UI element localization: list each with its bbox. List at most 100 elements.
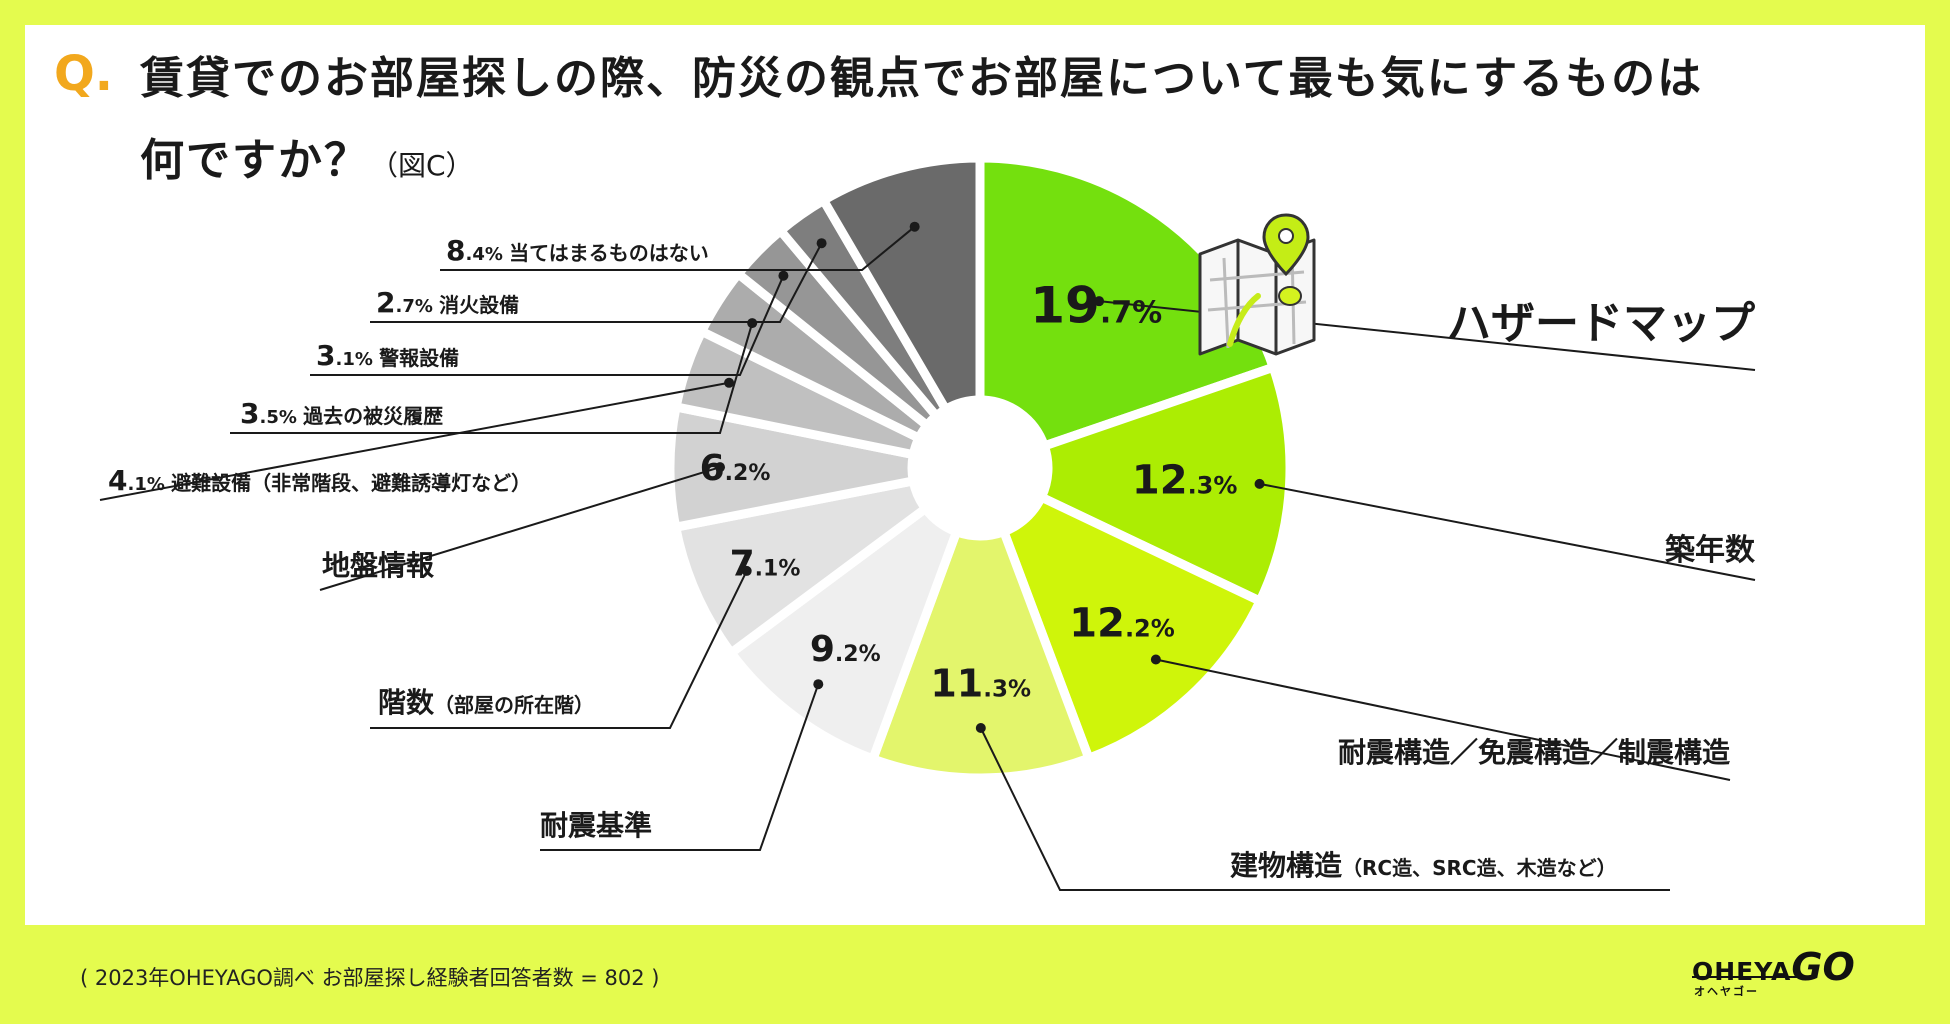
leader-dot bbox=[975, 722, 986, 733]
leader-dot bbox=[741, 565, 752, 576]
category-name: 避難設備 bbox=[171, 471, 251, 495]
leader-dot bbox=[724, 377, 735, 388]
category-label: 築年数 bbox=[1665, 533, 1756, 568]
leader-line bbox=[230, 322, 754, 434]
leader-dot bbox=[747, 318, 758, 329]
value-dec: .2% bbox=[725, 461, 771, 486]
logo-main-text: OHEYA bbox=[1692, 957, 1792, 986]
category-label: 2.7% 消火設備 bbox=[376, 286, 519, 319]
category-label: 3.5% 過去の被災履歴 bbox=[240, 397, 443, 430]
question-mark: Q. bbox=[54, 46, 114, 102]
inner-value-labels: 19.7%12.3%12.2%11.3%9.2%7.1%6.2% bbox=[700, 277, 1238, 706]
category-note: （RC造、SRC造、木造など） bbox=[1342, 856, 1617, 880]
oheyago-logo: OHEYAGO オヘヤゴー bbox=[1692, 945, 1862, 1005]
footer-note: ( 2023年OHEYAGO調べ お部屋探し経験者回答者数 = 802 ) bbox=[80, 966, 660, 990]
value-int: 4 bbox=[108, 464, 127, 497]
category-label: 建物構造（RC造、SRC造、木造など） bbox=[1230, 849, 1617, 882]
slice-value-label: 12.2% bbox=[1069, 601, 1175, 647]
category-note: （非常階段、避難誘導灯など） bbox=[251, 471, 531, 495]
value-int: 11 bbox=[930, 661, 983, 705]
slice-value-label: 19.7% bbox=[1030, 277, 1162, 335]
value-int: 9 bbox=[810, 629, 835, 670]
value-dec: .7% bbox=[395, 296, 439, 317]
logo-go-text: GO bbox=[1791, 945, 1855, 989]
leader-dot bbox=[813, 679, 824, 690]
category-label: 地盤情報 bbox=[322, 549, 435, 582]
value-int: 7 bbox=[730, 543, 755, 584]
leader-dot bbox=[715, 462, 726, 473]
category-label: 3.1% 警報設備 bbox=[316, 339, 459, 372]
logo-subtext: オヘヤゴー bbox=[1694, 985, 1759, 998]
leader-line bbox=[979, 727, 1670, 891]
slice-value-label: 12.3% bbox=[1132, 458, 1238, 504]
value-int: 6 bbox=[700, 448, 725, 489]
leader-line bbox=[319, 466, 721, 591]
question-line-2: 何ですか？（図C） bbox=[140, 120, 1860, 207]
value-int: 2 bbox=[376, 286, 395, 319]
category-label: 8.4% 当てはまるものはない bbox=[446, 234, 709, 267]
category-name: ハザードマップ bbox=[1447, 298, 1755, 349]
value-dec: .3% bbox=[983, 676, 1031, 702]
category-name: 消火設備 bbox=[439, 293, 519, 317]
value-dec: .2% bbox=[835, 642, 881, 667]
pie-slice bbox=[670, 475, 932, 660]
leader-line bbox=[1155, 658, 1731, 781]
value-int: 19 bbox=[1030, 277, 1100, 335]
value-dec: .1% bbox=[335, 349, 379, 370]
category-name: 地盤情報 bbox=[322, 549, 435, 582]
leader-line bbox=[540, 683, 820, 851]
question-line-1: 賃貸でのお部屋探しの際、防災の観点でお部屋について最も気にするものは bbox=[140, 53, 1704, 104]
category-note: （部屋の所在階） bbox=[434, 693, 594, 717]
pie-slice bbox=[665, 401, 919, 533]
value-int: 12 bbox=[1132, 458, 1188, 504]
leader-line bbox=[440, 225, 916, 271]
leader-line bbox=[1259, 482, 1756, 581]
value-int: 3 bbox=[316, 339, 335, 372]
category-label: 耐震構造／免震構造／制震構造 bbox=[1338, 736, 1730, 769]
leader-dot bbox=[1094, 296, 1105, 307]
category-name: 過去の被災履歴 bbox=[303, 404, 443, 428]
outer-labels: ハザードマップ築年数耐震構造／免震構造／制震構造建物構造（RC造、SRC造、木造… bbox=[108, 234, 1756, 882]
leader-lines bbox=[99, 221, 1756, 891]
pie-slice bbox=[1035, 361, 1295, 608]
category-name: 警報設備 bbox=[379, 346, 459, 370]
pie-slice bbox=[867, 525, 1095, 783]
leader-line bbox=[310, 275, 785, 376]
category-name: 建物構造 bbox=[1230, 849, 1342, 882]
question-title: 賃貸でのお部屋探しの際、防災の観点でお部屋について最も気にするものは 何ですか？… bbox=[140, 38, 1860, 207]
category-name: 階数 bbox=[378, 686, 435, 719]
leader-dot bbox=[816, 238, 827, 249]
leader-line bbox=[370, 570, 748, 729]
pie-slice bbox=[724, 502, 963, 765]
value-dec: .3% bbox=[1188, 472, 1238, 500]
slice-value-label: 9.2% bbox=[810, 629, 881, 670]
value-int: 12 bbox=[1069, 601, 1125, 647]
map-pin-icon bbox=[1198, 213, 1316, 356]
value-dec: .7% bbox=[1100, 296, 1162, 331]
value-dec: .5% bbox=[259, 407, 303, 428]
value-int: 3 bbox=[240, 397, 259, 430]
value-dec: .4% bbox=[465, 244, 509, 265]
value-int: 8 bbox=[446, 234, 465, 267]
logo-text: OHEYAGO bbox=[1692, 945, 1855, 989]
category-name: 耐震構造／免震構造／制震構造 bbox=[1338, 736, 1730, 769]
pie-slice bbox=[817, 153, 985, 416]
value-dec: .2% bbox=[1125, 615, 1175, 643]
category-name: 築年数 bbox=[1665, 533, 1756, 568]
leader-dot bbox=[1150, 654, 1161, 665]
category-label: ハザードマップ bbox=[1447, 298, 1755, 349]
leader-line bbox=[99, 381, 730, 501]
figure-label: （図C） bbox=[370, 149, 474, 182]
value-dec: .1% bbox=[127, 474, 171, 495]
leader-dot bbox=[1254, 478, 1265, 489]
leader-dot bbox=[778, 270, 789, 281]
category-name: 耐震基準 bbox=[540, 809, 652, 842]
slice-value-label: 6.2% bbox=[700, 448, 771, 489]
category-label: 階数（部屋の所在階） bbox=[378, 686, 594, 719]
category-name: 当てはまるものはない bbox=[509, 241, 709, 265]
category-label: 4.1% 避難設備（非常階段、避難誘導灯など） bbox=[108, 464, 531, 497]
logo-underline bbox=[1692, 976, 1810, 978]
category-label: 耐震基準 bbox=[540, 809, 652, 842]
slice-value-label: 7.1% bbox=[730, 543, 801, 584]
